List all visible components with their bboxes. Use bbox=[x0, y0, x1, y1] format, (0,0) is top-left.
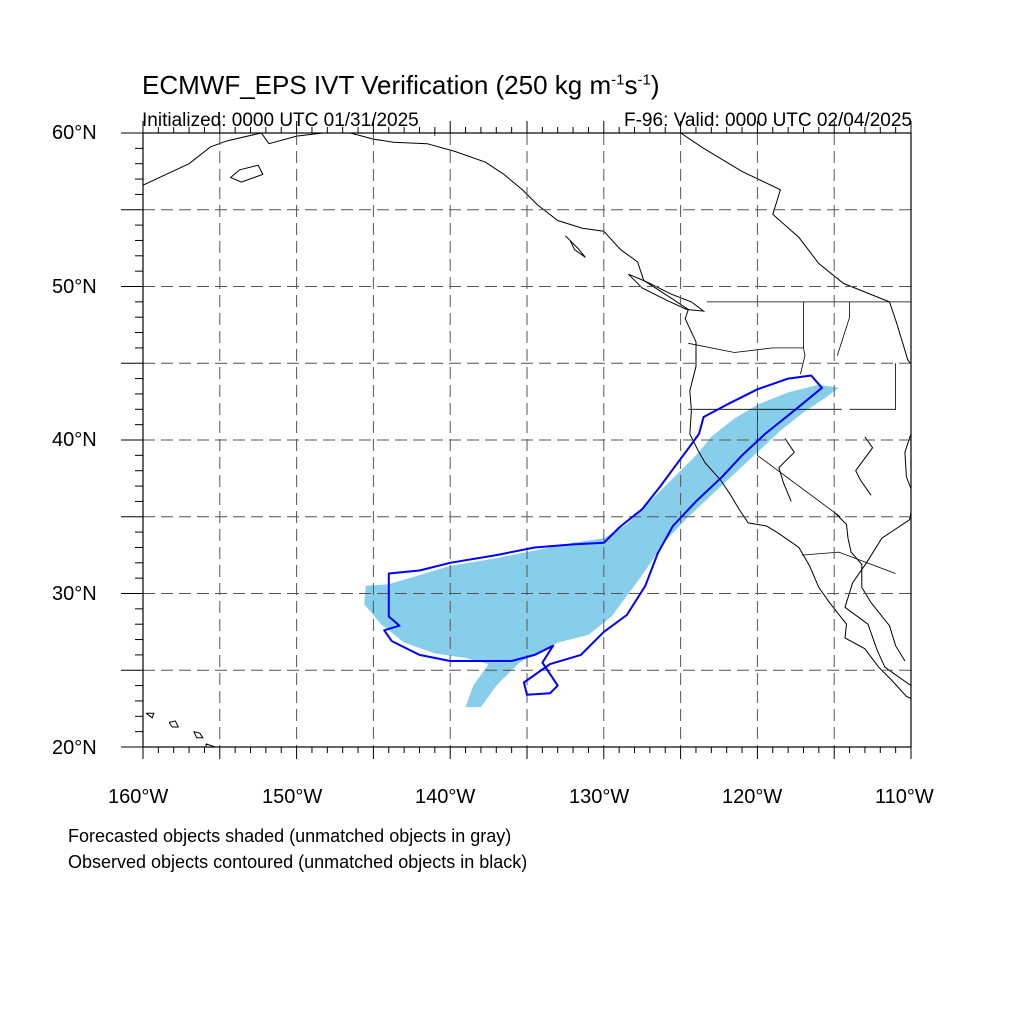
initialized-subtitle: Initialized: 0000 UTC 01/31/2025 bbox=[142, 110, 419, 131]
lat-label-20: 20°N bbox=[52, 737, 97, 759]
political-border bbox=[849, 363, 896, 410]
lat-label-40: 40°N bbox=[52, 429, 97, 451]
lon-label-150: 150°W bbox=[262, 786, 323, 808]
coastline bbox=[628, 273, 706, 312]
political-borders-layer bbox=[434, 133, 911, 574]
forecast-object bbox=[364, 384, 839, 708]
coastline bbox=[168, 720, 180, 728]
political-border bbox=[801, 551, 896, 574]
coastline bbox=[145, 712, 155, 719]
observed-legend-note: Observed objects contoured (unmatched ob… bbox=[68, 852, 528, 872]
political-border bbox=[800, 301, 806, 375]
observed-object-contour bbox=[383, 374, 823, 696]
valid-time-subtitle: F-96: Valid: 0000 UTC 02/04/2025 bbox=[624, 110, 912, 131]
coastline bbox=[680, 133, 911, 689]
lon-label-110: 110°W bbox=[875, 786, 934, 808]
coastline bbox=[833, 511, 906, 662]
coastline bbox=[229, 164, 264, 183]
coastlines-layer bbox=[143, 133, 911, 747]
coastline bbox=[778, 438, 795, 502]
political-border bbox=[688, 342, 804, 353]
coastline bbox=[855, 436, 874, 496]
lat-label-50: 50°N bbox=[52, 276, 97, 298]
lon-label-130: 130°W bbox=[569, 786, 630, 808]
coastline bbox=[193, 731, 204, 739]
lon-label-160: 160°W bbox=[108, 786, 169, 808]
lat-label-30: 30°N bbox=[52, 583, 97, 605]
forecast-legend-note: Forecasted objects shaded (unmatched obj… bbox=[68, 826, 512, 846]
gridlines-layer bbox=[143, 133, 911, 747]
coastline bbox=[205, 743, 216, 747]
lon-label-120: 120°W bbox=[722, 786, 783, 808]
forecast-objects-layer bbox=[364, 384, 839, 708]
coastline bbox=[565, 235, 586, 258]
map-frame bbox=[121, 121, 912, 759]
observed-contours-layer bbox=[383, 374, 823, 696]
lat-label-60: 60°N bbox=[52, 122, 97, 144]
chart-title: ECMWF_EPS IVT Verification (250 kg m-1s-… bbox=[142, 70, 660, 100]
lon-label-140: 140°W bbox=[415, 786, 476, 808]
political-border bbox=[836, 301, 850, 356]
